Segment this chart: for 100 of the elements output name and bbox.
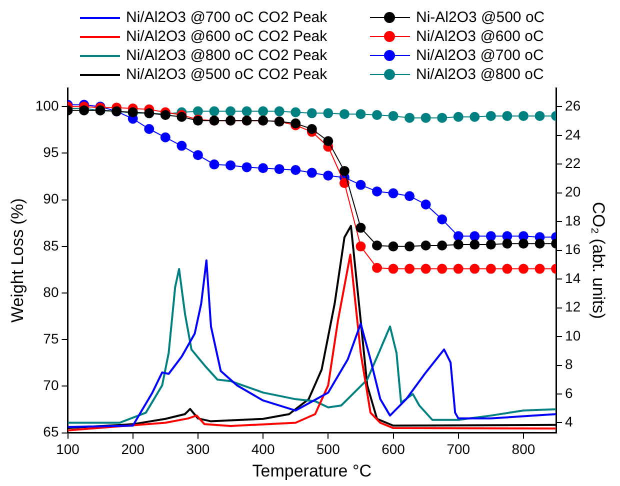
point (323, 108, 334, 118)
point (323, 170, 334, 181)
point (226, 106, 236, 116)
point (404, 264, 415, 274)
point (453, 112, 464, 122)
point (290, 107, 301, 118)
y2-tick-label: 10 (565, 327, 581, 344)
point (470, 264, 480, 274)
y2-tick-label: 22 (565, 155, 581, 172)
legend-label: Ni-Al2O3 @500 oC (416, 9, 545, 26)
x-tick-label: 600 (382, 441, 406, 458)
point (404, 112, 415, 123)
y2-tick-label: 20 (565, 184, 581, 200)
point (176, 140, 187, 151)
legend-label: Ni/Al2O3 @800 oC (416, 66, 544, 83)
y-axis-title: Weight Loss (%) (8, 198, 27, 323)
y2-tick-label: 18 (565, 212, 581, 228)
y-tick-label: 95 (43, 144, 59, 160)
point (388, 241, 398, 252)
point (470, 112, 480, 122)
point (144, 124, 154, 134)
x-tick-label: 400 (251, 441, 275, 458)
point (192, 150, 203, 160)
point (372, 240, 382, 250)
point (420, 112, 431, 123)
point (209, 159, 220, 170)
point (226, 160, 236, 170)
point (453, 231, 464, 242)
point (356, 109, 366, 120)
y2-tick-label: 8 (565, 356, 574, 372)
y2-tick-label: 24 (565, 126, 581, 142)
point (306, 108, 317, 118)
point (372, 262, 382, 273)
x-tick-label: 300 (186, 441, 210, 458)
point (388, 188, 398, 198)
point (323, 136, 334, 146)
y2-tick-label: 12 (565, 298, 581, 315)
legend-label: Ni/Al2O3 @600 oC CO2 Peak (126, 28, 328, 45)
point (258, 163, 268, 174)
y2-tick-label: 26 (565, 98, 581, 114)
point (437, 112, 448, 123)
point (486, 110, 496, 121)
y2-axis-title: CO₂ (abt. units) (589, 202, 608, 319)
y-tick-label: 70 (43, 377, 59, 394)
point (274, 164, 284, 174)
point (306, 124, 317, 134)
point (372, 186, 382, 196)
point (339, 109, 350, 120)
y-tick-label: 65 (43, 424, 59, 440)
y2-tick-label: 14 (565, 270, 581, 286)
point (437, 264, 448, 274)
legend-label: Ni/Al2O3 @800 oC CO2 Peak (126, 47, 328, 64)
y-tick-label: 100 (35, 97, 59, 114)
point (420, 199, 431, 210)
point (356, 222, 366, 233)
point (518, 264, 528, 274)
point (470, 240, 480, 250)
legend-label: Ni/Al2O3 @500 oC CO2 Peak (126, 66, 328, 83)
y-tick-label: 85 (43, 237, 59, 254)
point (437, 240, 448, 250)
point (453, 240, 464, 250)
point (192, 106, 203, 116)
y2-tick-label: 16 (565, 241, 581, 258)
point (502, 264, 512, 274)
y2-tick-label: 6 (565, 384, 574, 401)
point (486, 240, 496, 250)
point (486, 231, 496, 242)
point (404, 191, 415, 202)
point (518, 110, 528, 121)
point (160, 132, 170, 142)
point (242, 106, 252, 116)
x-tick-label: 700 (446, 441, 470, 458)
legend-label: Ni/Al2O3 @600 oC (416, 28, 544, 45)
point (420, 240, 431, 250)
point (242, 162, 252, 172)
x-tick-label: 200 (121, 441, 145, 458)
point (453, 264, 464, 274)
point (534, 238, 545, 249)
point (534, 264, 545, 274)
y-tick-label: 90 (43, 190, 59, 207)
point (274, 106, 284, 116)
point (502, 238, 512, 249)
point (502, 110, 512, 121)
point (339, 166, 350, 176)
point (306, 168, 317, 178)
y2-tick-label: 4 (565, 414, 574, 430)
point (437, 214, 448, 224)
y-tick-label: 75 (43, 330, 59, 346)
x-tick-label: 100 (56, 441, 80, 458)
legend-label: Ni/Al2O3 @700 oC (416, 47, 544, 64)
point (209, 106, 220, 116)
point (470, 231, 480, 242)
point (388, 110, 398, 121)
point (356, 241, 366, 252)
point (356, 180, 366, 190)
point (420, 264, 431, 274)
point (388, 264, 398, 274)
x-axis-title: Temperature °C (252, 461, 372, 480)
point (534, 110, 545, 121)
point (486, 264, 496, 274)
